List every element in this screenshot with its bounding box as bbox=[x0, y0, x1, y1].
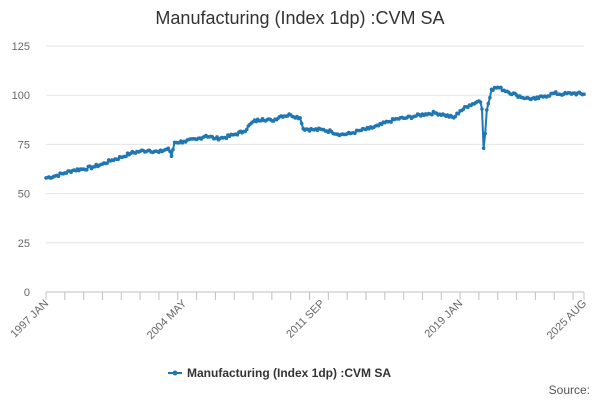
data-point bbox=[582, 92, 586, 96]
data-point bbox=[499, 85, 503, 90]
y-tick-label: 125 bbox=[12, 41, 30, 53]
data-point bbox=[168, 149, 172, 153]
data-point bbox=[124, 154, 128, 159]
y-tick-label: 50 bbox=[18, 189, 30, 201]
y-tick-label: 75 bbox=[18, 139, 30, 151]
source-label: Source: bbox=[549, 383, 590, 397]
x-tick-label: 2004 MAY bbox=[145, 297, 190, 342]
y-tick-label: 100 bbox=[12, 90, 30, 102]
data-point bbox=[491, 88, 495, 92]
series-layer bbox=[44, 85, 586, 180]
data-point bbox=[483, 131, 488, 136]
data-point bbox=[56, 174, 61, 178]
data-point bbox=[224, 136, 229, 141]
data-point bbox=[245, 127, 249, 132]
data-point bbox=[105, 161, 109, 165]
data-point bbox=[353, 131, 357, 136]
data-point bbox=[453, 114, 458, 119]
y-tick-label: 0 bbox=[24, 287, 30, 299]
x-axis: 1997 JAN 2004 MAY 2011 SEP 2019 JAN 2025 AUG bbox=[8, 291, 589, 342]
data-point bbox=[389, 120, 393, 124]
data-point bbox=[299, 121, 304, 126]
legend[interactable]: Manufacturing (Index 1dp) :CVM SA bbox=[168, 366, 391, 380]
legend-dot-marker bbox=[172, 370, 178, 376]
series-line bbox=[45, 86, 585, 180]
x-tick-label: 2025 AUG bbox=[545, 298, 589, 342]
data-point bbox=[486, 101, 491, 106]
x-tick-label: 2011 SEP bbox=[284, 298, 327, 341]
data-point bbox=[215, 135, 219, 139]
data-point bbox=[171, 147, 175, 152]
data-point bbox=[478, 100, 483, 104]
y-tick-label: 25 bbox=[18, 238, 30, 250]
data-point bbox=[481, 146, 486, 151]
y-axis-ticks: 0 25 50 75 100 125 bbox=[12, 41, 30, 299]
data-point bbox=[456, 111, 461, 116]
data-point bbox=[488, 95, 492, 100]
data-point bbox=[166, 146, 171, 151]
x-tick-label: 2019 JAN bbox=[423, 298, 466, 341]
x-tick-label: 1997 JAN bbox=[8, 298, 51, 341]
data-point bbox=[485, 108, 489, 112]
data-point bbox=[430, 112, 434, 117]
chart-title: Manufacturing (Index 1dp) :CVM SA bbox=[155, 8, 444, 28]
data-point bbox=[235, 133, 240, 137]
data-point bbox=[85, 168, 89, 172]
gridlines bbox=[46, 45, 584, 293]
data-point bbox=[298, 116, 302, 120]
data-point bbox=[169, 154, 174, 158]
data-point bbox=[480, 107, 484, 111]
legend-label[interactable]: Manufacturing (Index 1dp) :CVM SA bbox=[187, 366, 391, 380]
